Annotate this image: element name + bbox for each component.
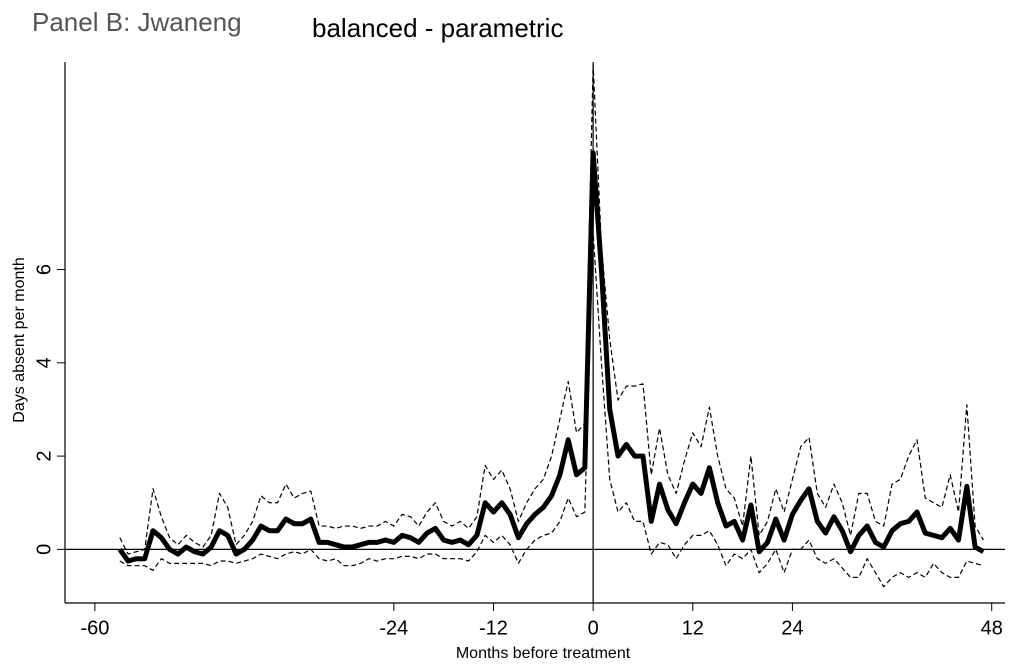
chart-subtitle: balanced - parametric [312,13,563,43]
x-tick-label: 12 [682,617,704,639]
x-tick-label: -24 [379,617,408,639]
x-tick-label: 48 [981,617,1003,639]
x-tick-label: -12 [479,617,508,639]
y-axis-label: Days absent per month [11,257,28,422]
x-tick-label: -60 [80,617,109,639]
y-tick-label: 6 [33,264,55,275]
y-tick-label: 0 [33,544,55,555]
ci-line [119,63,984,555]
ci-line [119,231,984,588]
chart-title: Panel B: Jwaneng [32,7,242,37]
y-tick-label: 2 [33,451,55,462]
x-axis-label: Months before treatment [456,645,631,662]
estimate-line [117,150,985,564]
x-tick-label: 0 [588,617,599,639]
x-tick-label: 24 [781,617,803,639]
y-tick-label: 4 [33,357,55,368]
